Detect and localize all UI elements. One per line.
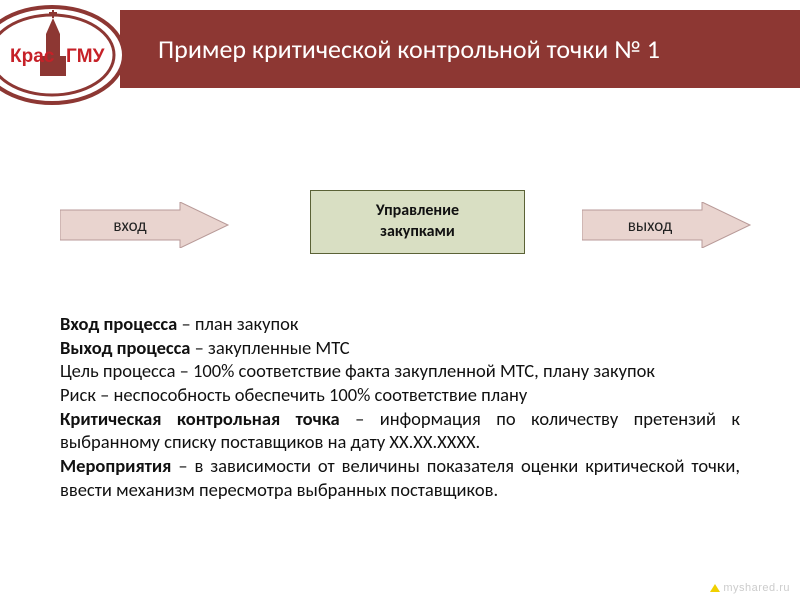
watermark-text: myshared.ru <box>723 582 790 594</box>
logo-text-right: ГМУ <box>66 46 105 67</box>
center-line2: закупками <box>380 222 455 243</box>
ccp-label: Критическая контрольная точка <box>60 407 340 430</box>
out-label: Выход процесса <box>60 336 190 359</box>
body-text: Вход процесса – план закупок Выход проце… <box>60 312 740 501</box>
logo-svg: Крас ГМУ <box>0 0 130 110</box>
slide: Пример критической контрольной точки № 1… <box>0 0 800 600</box>
risk-text: Риск – неспособность обеспечить 100% соо… <box>60 383 740 407</box>
act-label: Мероприятия <box>60 454 171 477</box>
arrow-input-label: вход <box>80 215 180 236</box>
header-band: Пример критической контрольной точки № 1 <box>120 10 800 88</box>
watermark: myshared.ru <box>710 582 790 594</box>
center-box: Управление закупками <box>310 190 525 254</box>
out-text: – закупленные МТС <box>190 336 349 359</box>
logo-text-left: Крас <box>10 46 55 67</box>
center-line1: Управление <box>376 201 459 222</box>
watermark-icon <box>710 584 720 592</box>
in-text: – план закупок <box>177 312 298 335</box>
arrow-output-label: выход <box>600 215 700 236</box>
in-label: Вход процесса <box>60 312 177 335</box>
slide-title: Пример критической контрольной точки № 1 <box>158 33 660 65</box>
logo: Крас ГМУ <box>0 0 130 110</box>
goal-text: Цель процесса – 100% соответствие факта … <box>60 359 740 383</box>
